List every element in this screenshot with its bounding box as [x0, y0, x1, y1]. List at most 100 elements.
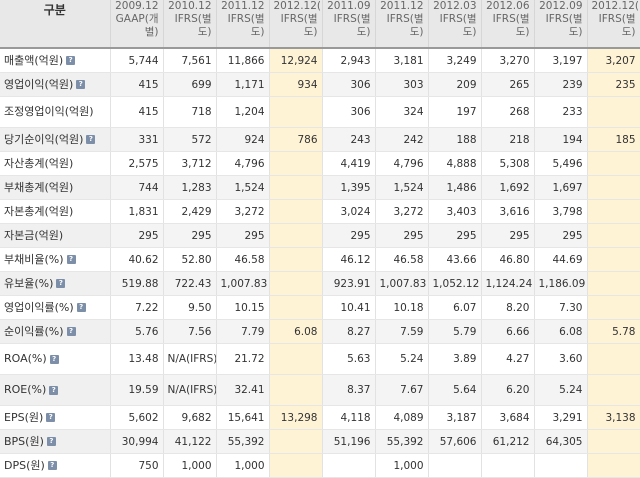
period-standard: IFRS(별도) [280, 13, 318, 38]
period-standard: IFRS(별도) [333, 13, 371, 38]
value-cell [269, 343, 323, 375]
value-cell: 44.69 [534, 247, 588, 272]
question-icon[interactable]: ? [47, 461, 57, 470]
value-cell [269, 223, 323, 248]
value-cell [587, 96, 640, 128]
value-cell: 5,496 [534, 151, 588, 176]
value-cell: 7.30 [534, 295, 588, 320]
row-label-text: 자산총계(억원) [4, 156, 74, 170]
row-bps: BPS(원)? 30,994 41,122 55,392 51,196 55,392 57,… [0, 429, 640, 454]
value-cell: 324 [375, 96, 429, 128]
row-roa: ROA(%)? 13.48 N/A(IFRS) 21.72 5.63 5.24 3.89 4.… [0, 343, 640, 375]
value-cell [587, 343, 640, 375]
value-cell: 3,712 [163, 151, 217, 176]
value-cell: N/A(IFRS) [163, 343, 217, 375]
period-standard: IFRS(별도) [598, 13, 636, 38]
value-cell: 242 [375, 127, 429, 152]
question-icon[interactable]: ? [76, 80, 86, 89]
value-cell [587, 151, 640, 176]
value-cell: 239 [534, 72, 588, 97]
value-cell: 233 [534, 96, 588, 128]
value-cell [587, 374, 640, 406]
value-cell: 6.08 [534, 319, 588, 344]
value-cell: 13.48 [110, 343, 164, 375]
question-icon[interactable]: ? [46, 413, 56, 422]
row-net-margin: 순이익률(%)? 5.76 7.56 7.79 6.08 8.27 7.59 5.79 6.66… [0, 319, 640, 344]
row-operating-income: 영업이익(억원)? 415 699 1,171 934 306 303 209 265 239 23… [0, 72, 640, 97]
value-cell: 188 [428, 127, 482, 152]
question-icon[interactable]: ? [66, 255, 76, 264]
value-cell [587, 453, 640, 478]
row-label-text: 당기순이익(억원) [4, 132, 84, 146]
value-cell: 295 [428, 223, 482, 248]
row-roe: ROE(%)? 19.59 N/A(IFRS) 32.41 8.37 7.67 5.64 6.… [0, 374, 640, 406]
value-cell: 3,187 [428, 405, 482, 430]
question-icon[interactable]: ? [76, 303, 86, 312]
question-icon[interactable]: ? [66, 327, 76, 336]
value-cell: 8.20 [481, 295, 535, 320]
value-cell: 3,616 [481, 199, 535, 224]
question-icon[interactable]: ? [49, 354, 59, 364]
question-icon[interactable]: ? [56, 279, 66, 288]
value-cell: 194 [534, 127, 588, 152]
value-cell: 218 [481, 127, 535, 152]
value-cell: 5.24 [534, 374, 588, 406]
row-total-equity: 자본총계(억원) 1,831 2,429 3,272 3,024 3,272 3,403 3,… [0, 199, 640, 224]
value-cell: 10.15 [216, 295, 270, 320]
value-cell: 40.62 [110, 247, 164, 272]
value-cell: 786 [269, 127, 323, 152]
value-cell: 15,641 [216, 405, 270, 430]
value-cell [269, 429, 323, 454]
value-cell: 722.43 [163, 271, 217, 296]
value-cell: 5.64 [428, 374, 482, 406]
row-label-text: 매출액(억원) [4, 53, 64, 67]
value-cell: 295 [322, 223, 376, 248]
value-cell [269, 96, 323, 128]
value-cell: 61,212 [481, 429, 535, 454]
question-icon[interactable]: ? [49, 385, 59, 395]
period-header: 2011.12 IFRS(별도) [375, 0, 429, 49]
value-cell: 306 [322, 72, 376, 97]
row-label: 조정영업이익(억원) [0, 96, 111, 128]
header-row: 구분 2009.12 GAAP(개별) 2010.12 IFRS(별도) 2011.… [0, 0, 640, 49]
corner-header: 구분 [0, 0, 111, 49]
period-header: 2012.12(P)IFRS(별도) [587, 0, 640, 49]
value-cell: 3,249 [428, 48, 482, 73]
value-cell [322, 453, 376, 478]
value-cell: 4,419 [322, 151, 376, 176]
value-cell: 2,943 [322, 48, 376, 73]
value-cell [587, 295, 640, 320]
value-cell [269, 199, 323, 224]
value-cell: 1,186.09 [534, 271, 588, 296]
value-cell: 4,089 [375, 405, 429, 430]
question-icon[interactable]: ? [46, 437, 56, 446]
row-label-text: DPS(원) [4, 458, 45, 472]
value-cell: 2,429 [163, 199, 217, 224]
value-cell: 3,684 [481, 405, 535, 430]
value-cell [587, 247, 640, 272]
row-label-text: ROA(%) [4, 352, 47, 365]
value-cell: 8.37 [322, 374, 376, 406]
value-cell [269, 453, 323, 478]
question-icon[interactable]: ? [66, 56, 76, 65]
period-date: 2012.03 [433, 0, 477, 12]
row-label-text: 자본총계(억원) [4, 204, 74, 218]
value-cell: 6.66 [481, 319, 535, 344]
value-cell: 4,796 [216, 151, 270, 176]
value-cell: 295 [110, 223, 164, 248]
value-cell: 243 [322, 127, 376, 152]
value-cell: 10.41 [322, 295, 376, 320]
period-header: 2012.06 IFRS(별도) [481, 0, 535, 49]
row-reserve-ratio: 유보율(%)? 519.88 722.43 1,007.83 923.91 1,007.8… [0, 271, 640, 296]
row-label: 매출액(억원)? [0, 48, 111, 73]
period-standard: GAAP(개별) [115, 13, 159, 38]
value-cell: 5.63 [322, 343, 376, 375]
value-cell: 9,682 [163, 405, 217, 430]
value-cell: 3,403 [428, 199, 482, 224]
value-cell: 1,524 [216, 175, 270, 200]
row-total-liabilities: 부채총계(억원) 744 1,283 1,524 1,395 1,524 1,486 1,69… [0, 175, 640, 200]
row-label: 유보율(%)? [0, 271, 111, 296]
question-icon[interactable]: ? [86, 135, 96, 144]
row-label-text: 유보율(%) [4, 276, 54, 290]
